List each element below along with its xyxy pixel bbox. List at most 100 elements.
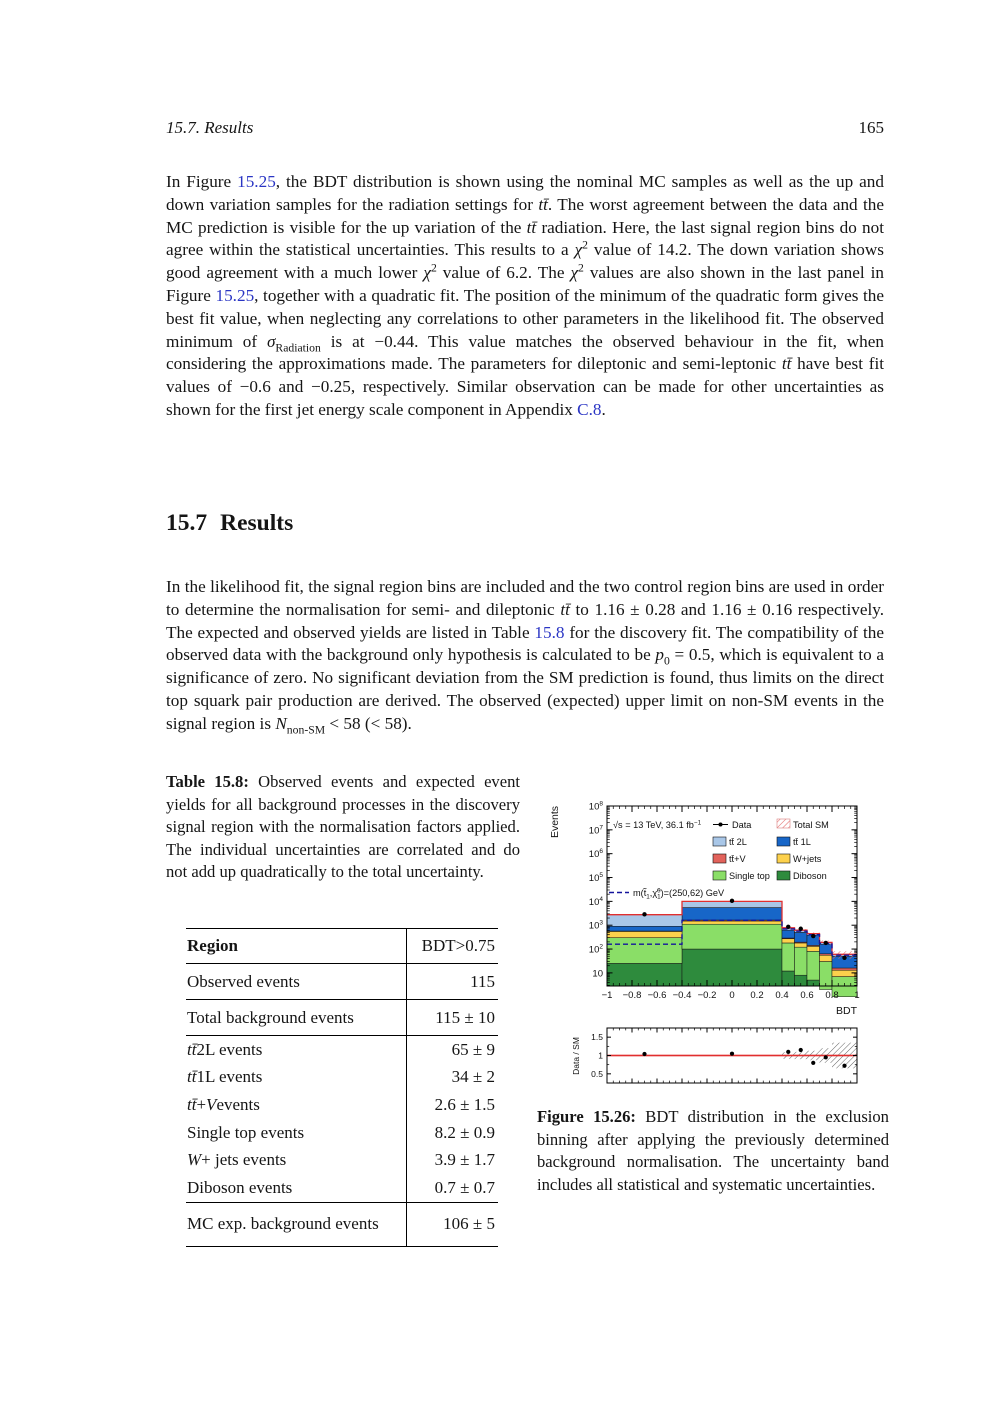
table-row: Total background events 115 ± 10 [186,999,498,1035]
table-cell-value: BDT>0.75 [406,929,498,963]
svg-text:106: 106 [589,848,604,860]
table-row: Observed events 115 [186,963,498,999]
svg-text:1: 1 [598,1051,603,1061]
signal-line [607,919,857,956]
data-point [823,940,828,946]
table-cell-value: 106 ± 5 [406,1202,498,1246]
table-cell-label: Total background events [187,1007,354,1027]
table-cell-label: tt̄ 2L events [187,1039,263,1059]
ratio-point [786,1049,791,1054]
paragraph-results: In the likelihood fit, the signal region… [166,577,885,737]
svg-text:−0.8: −0.8 [623,990,642,1001]
svg-text:108: 108 [589,801,604,813]
table-row: MC exp. background events 106 ± 5 [186,1201,498,1246]
table-row: Single top events 8.2 ± 0.9 [186,1118,498,1147]
table-cell-label: Single top events [187,1122,305,1142]
svg-text:0.4: 0.4 [775,990,788,1001]
svg-text:1.5: 1.5 [591,1032,603,1042]
bdt-figure: 10 102 103 104 105 106 107 108 −1 −0.8 −0.6 −0.4 −0.… [545,788,890,1098]
svg-text:Total SM: Total SM [793,820,829,830]
svg-text:104: 104 [589,896,604,908]
svg-text:Data / SM: Data / SM [571,1037,581,1075]
table-row: tt̄ + V events 2.6 ± 1.5 [186,1091,498,1119]
svg-text:10: 10 [592,968,603,979]
table-cell-value: 34 ± 2 [406,1063,498,1092]
table-cell-value: 8.2 ± 0.9 [406,1118,498,1147]
running-header-section: 15.7. Results [166,118,254,137]
data-point [786,924,791,929]
svg-text:0.8: 0.8 [825,990,838,1001]
svg-text:tt̄ 1L: tt̄ 1L [793,837,811,847]
svg-text:0.5: 0.5 [591,1069,603,1079]
svg-text:103: 103 [589,920,604,932]
svg-text:107: 107 [589,824,604,836]
svg-text:√s = 13 TeV, 36.1 fb−1: √s = 13 TeV, 36.1 fb−1 [613,820,702,830]
table-cell-label: Diboson events [187,1177,293,1197]
table-cell-label: tt̄ 1L events [187,1067,263,1087]
svg-text:0.2: 0.2 [750,990,763,1001]
data-point [842,955,847,960]
svg-text:0: 0 [729,990,734,1001]
table-row: tt̄ 2L events 65 ± 9 [186,1035,498,1064]
section-number: 15.7 [166,510,208,536]
svg-text:W+jets: W+jets [793,854,822,864]
page-number: 165 [858,118,885,137]
table-row: tt̄ 1L events 34 ± 2 [186,1063,498,1092]
section-title: Results [220,510,294,536]
ratio-point [842,1063,847,1068]
table-cell-value: 115 [406,964,498,999]
svg-text:tt̄+V: tt̄+V [729,854,746,864]
ref-link[interactable]: 15.25 [215,285,255,305]
data-point [811,933,816,939]
table-row: W + jets events 3.9 ± 1.7 [186,1146,498,1174]
svg-text:BDT: BDT [836,1005,858,1017]
ref-link[interactable]: 15.25 [237,172,276,191]
svg-text:Single top: Single top [729,871,770,881]
svg-text:Events: Events [549,806,561,838]
table-cell-label: Observed events [187,971,300,991]
svg-text:Diboson: Diboson [793,871,827,881]
table-cell-label: Region [187,936,238,955]
table-cell-label: W + jets events [187,1150,287,1170]
ref-link[interactable]: C.8 [577,399,602,419]
ratio-point [798,1047,803,1053]
svg-text:105: 105 [589,872,604,884]
table-row: Diboson events 0.7 ± 0.7 [186,1173,498,1202]
section-heading: 15.7 Results [166,510,293,537]
table-cell-value: 0.7 ± 0.7 [406,1173,498,1202]
svg-text:−0.2: −0.2 [698,990,717,1001]
ref-link[interactable]: 15.8 [534,622,565,642]
svg-text:tt̄ 2L: tt̄ 2L [729,837,747,847]
figure-caption: Figure 15.26: BDT distribution in the ex… [537,1107,889,1194]
data-point [798,926,803,931]
svg-text:1: 1 [854,990,859,1001]
table-cell-value: 3.9 ± 1.7 [406,1146,498,1174]
svg-text:−0.4: −0.4 [673,990,692,1001]
svg-text:m(t̃1,χ̃01)=(250,62) GeV: m(t̃1,χ̃0 1)=(250,62) GeV [633,888,725,901]
table-cell-value: 65 ± 9 [406,1036,498,1064]
data-point [642,912,647,917]
yields-table: Region BDT>0.75 Observed events 115 Total ba… [186,928,498,1247]
svg-text:−0.6: −0.6 [648,990,667,1001]
table-cell-label: tt̄ + V events [187,1094,260,1114]
main-panel [606,898,858,997]
ratio-point [642,1051,647,1057]
svg-text:Data: Data [732,820,752,830]
table-cell-value: 115 ± 10 [406,1000,498,1035]
ratio-point [823,1055,828,1060]
ratio-point [729,1051,735,1056]
svg-text:0.6: 0.6 [800,990,813,1001]
running-header: 15.7. Results 165 [166,118,884,138]
svg-text:102: 102 [589,944,604,956]
ratio-point [811,1060,816,1065]
paragraph-radiation-fit: In Figure 15.25, the BDT distribution is… [166,172,885,419]
legend: √s = 13 TeV, 36.1 fb−1 Data Total SM tt̄ 2L… [609,818,829,901]
data-point [729,898,735,904]
ratio-panel: 0.5 1 1.5 Data / SM [571,1027,858,1084]
table-row: Region BDT>0.75 [186,929,498,963]
svg-text:−1: −1 [602,990,613,1001]
table-cell-value: 2.6 ± 1.5 [406,1091,498,1119]
table-cell-label: MC exp. background events [187,1214,379,1234]
